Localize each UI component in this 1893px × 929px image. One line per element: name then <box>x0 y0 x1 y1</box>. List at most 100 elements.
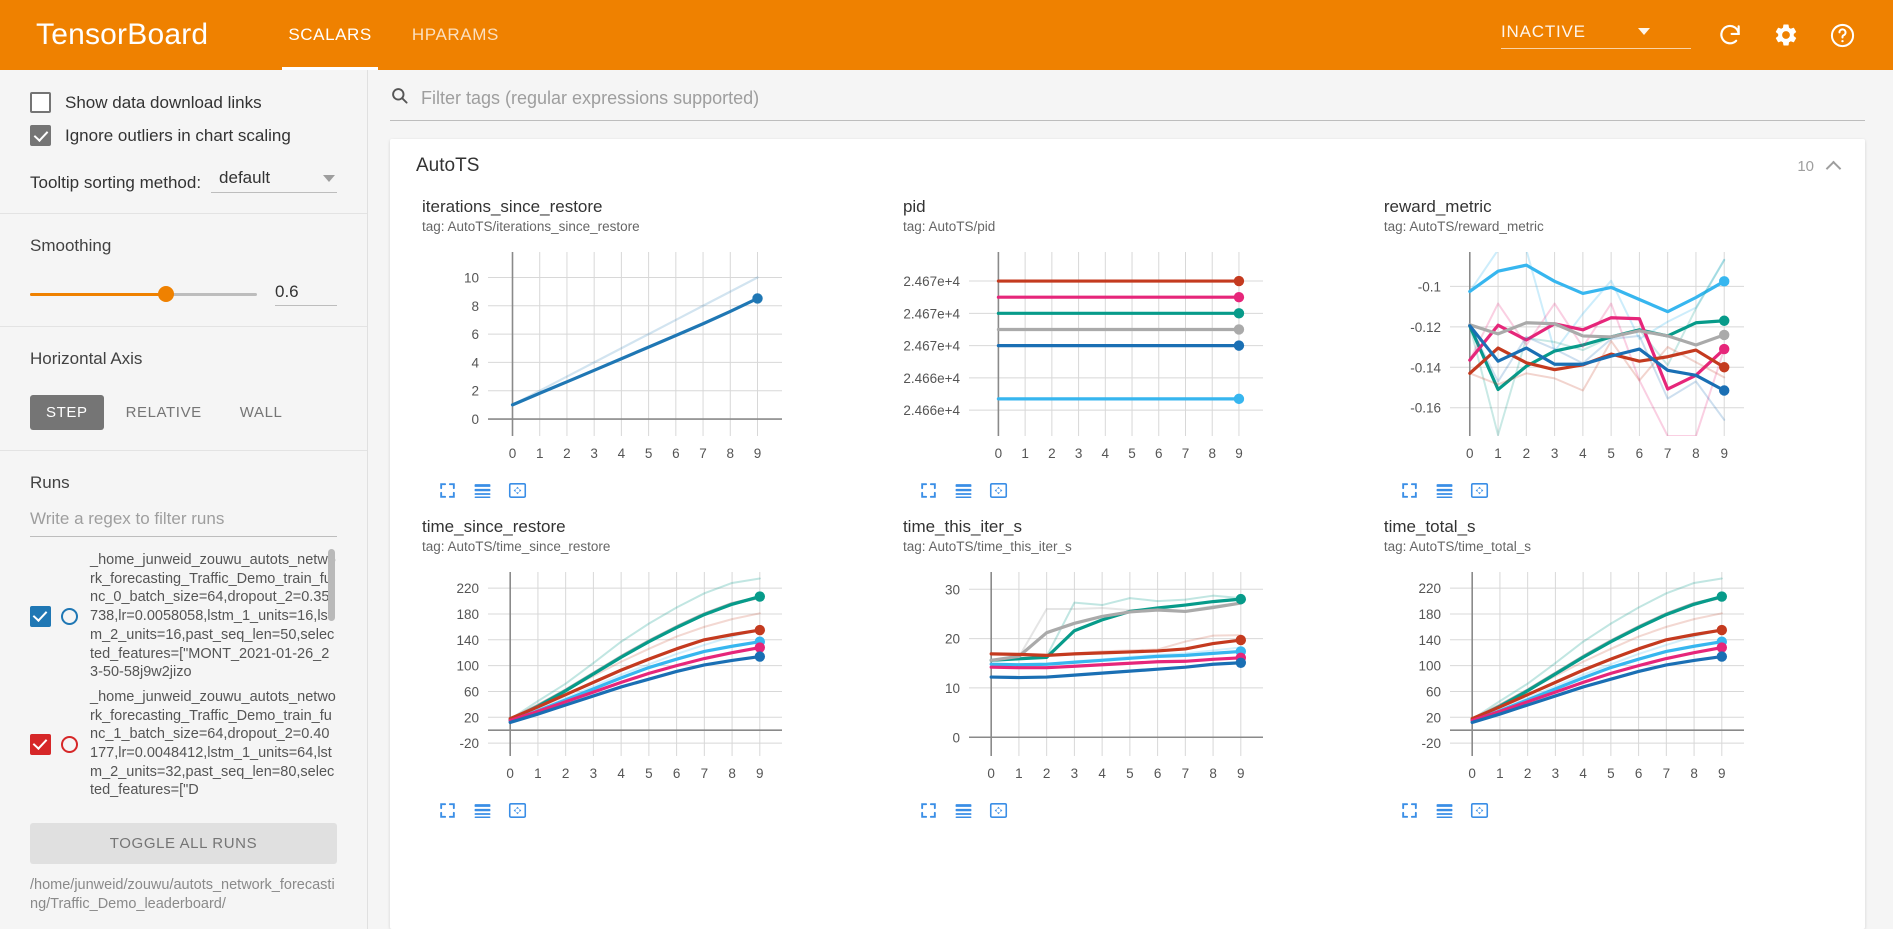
data-table-icon[interactable] <box>473 801 492 825</box>
tag-filter-input[interactable]: Filter tags (regular expressions support… <box>421 87 760 108</box>
app-header: TensorBoard SCALARS HPARAMS INACTIVE <box>0 0 1893 70</box>
chart-card: time_since_restore tag: AutoTS/time_since… <box>408 507 889 827</box>
app-body: Show data download links Ignore outliers… <box>0 70 1893 929</box>
fit-domain-icon[interactable] <box>1400 481 1419 505</box>
run-checkbox[interactable] <box>30 733 51 755</box>
svg-text:-20: -20 <box>1421 736 1441 751</box>
svg-text:1: 1 <box>1496 766 1504 781</box>
show-download-links-row[interactable]: Show data download links <box>30 92 337 113</box>
ignore-outliers-row[interactable]: Ignore outliers in chart scaling <box>30 125 337 146</box>
chart-plot[interactable]: -0.1 -0.12 -0.14 -0.16 0 1 2 3 4 5 6 7 8 9 <box>1384 242 1758 470</box>
svg-text:2.467e+4: 2.467e+4 <box>903 274 960 289</box>
chart-title: time_this_iter_s <box>902 517 1022 536</box>
svg-text:180: 180 <box>456 607 479 622</box>
axis-option-wall[interactable]: WALL <box>239 404 283 421</box>
expand-icon[interactable] <box>508 481 527 505</box>
chart-card: iterations_since_restore tag: AutoTS/iter… <box>408 187 889 507</box>
data-table-icon[interactable] <box>954 801 973 825</box>
chart-plot[interactable]: 2.467e+4 2.467e+4 2.467e+4 2.466e+4 2.466e+4… <box>903 242 1277 470</box>
svg-text:100: 100 <box>456 659 479 674</box>
svg-text:2: 2 <box>563 446 571 461</box>
svg-text:6: 6 <box>1154 766 1162 781</box>
expand-icon[interactable] <box>1470 801 1489 825</box>
axis-option-relative[interactable]: RELATIVE <box>125 404 202 421</box>
svg-text:5: 5 <box>1128 446 1136 461</box>
svg-text:220: 220 <box>456 581 479 596</box>
data-table-icon[interactable] <box>1435 801 1454 825</box>
tag-group-title: AutoTS <box>416 155 480 176</box>
chevron-down-icon <box>323 174 335 182</box>
expand-icon[interactable] <box>508 801 527 825</box>
tab-hparams[interactable]: HPARAMS <box>411 25 499 44</box>
data-table-icon[interactable] <box>1435 481 1454 505</box>
svg-text:6: 6 <box>673 766 681 781</box>
svg-text:9: 9 <box>756 766 764 781</box>
fit-domain-icon[interactable] <box>438 481 457 505</box>
horizontal-axis-section: Horizontal Axis STEP RELATIVE WALL <box>0 327 367 451</box>
svg-text:9: 9 <box>1237 766 1245 781</box>
smoothing-value[interactable]: 0.6 <box>275 282 337 306</box>
fit-domain-icon[interactable] <box>919 481 938 505</box>
ignore-outliers-checkbox[interactable] <box>30 125 51 146</box>
svg-text:-0.12: -0.12 <box>1410 320 1441 335</box>
svg-text:2.467e+4: 2.467e+4 <box>903 306 960 321</box>
tag-group-header[interactable]: AutoTS 10 <box>390 139 1865 187</box>
svg-text:4: 4 <box>1101 446 1109 461</box>
smoothing-section: Smoothing 0.6 <box>0 214 367 327</box>
runs-section: Runs Write a regex to filter runs _home_… <box>0 451 367 819</box>
toggle-all-runs-button[interactable]: TOGGLE ALL RUNS <box>30 822 337 864</box>
fit-domain-icon[interactable] <box>1400 801 1419 825</box>
run-checkbox[interactable] <box>30 605 51 627</box>
svg-text:5: 5 <box>1607 766 1615 781</box>
help-icon[interactable] <box>1825 18 1859 52</box>
smoothing-row: 0.6 <box>30 282 337 306</box>
run-list-scrollbar[interactable] <box>328 549 335 621</box>
svg-text:2: 2 <box>1048 446 1056 461</box>
expand-icon[interactable] <box>989 801 1008 825</box>
smoothing-slider[interactable] <box>30 285 257 303</box>
reload-mode-select[interactable]: INACTIVE <box>1501 22 1691 49</box>
svg-text:9: 9 <box>1235 446 1243 461</box>
svg-text:8: 8 <box>727 446 735 461</box>
data-table-icon[interactable] <box>473 481 492 505</box>
svg-text:60: 60 <box>1426 684 1441 699</box>
svg-text:6: 6 <box>1155 446 1163 461</box>
chart-tag: tag: AutoTS/time_since_restore <box>422 539 611 554</box>
expand-icon[interactable] <box>1470 481 1489 505</box>
svg-text:5: 5 <box>1607 446 1615 461</box>
list-item[interactable]: _home_junweid_zouwu_autots_network_forec… <box>30 551 337 682</box>
chart-plot[interactable]: 220 180 140 100 60 20 -20 0 1 2 3 4 5 6 7 8 9 <box>1384 562 1758 790</box>
svg-text:3: 3 <box>590 766 598 781</box>
svg-text:6: 6 <box>471 327 479 342</box>
refresh-icon[interactable] <box>1713 18 1747 52</box>
list-item[interactable]: _home_junweid_zouwu_autots_network_forec… <box>30 688 337 800</box>
expand-icon[interactable] <box>989 481 1008 505</box>
chart-plot[interactable]: 220 180 140 100 60 20 -20 0 1 2 3 4 5 6 7 8 9 <box>422 562 796 790</box>
chart-tag: tag: AutoTS/iterations_since_restore <box>422 219 640 234</box>
tab-scalars[interactable]: SCALARS <box>268 0 392 70</box>
chart-toolbar <box>1384 475 1837 505</box>
chevron-up-icon[interactable] <box>1825 160 1842 176</box>
axis-option-step[interactable]: STEP <box>30 395 104 430</box>
runs-filter-input[interactable]: Write a regex to filter runs <box>30 509 337 537</box>
run-list: _home_junweid_zouwu_autots_network_forec… <box>30 543 337 819</box>
show-download-links-checkbox[interactable] <box>30 92 51 113</box>
chart-toolbar <box>903 475 1356 505</box>
slider-knob[interactable] <box>158 286 175 302</box>
data-table-icon[interactable] <box>954 481 973 505</box>
svg-text:7: 7 <box>1182 766 1190 781</box>
chart-plot[interactable]: 0 2 4 6 8 10 0 1 2 3 4 5 6 7 8 9 <box>422 242 796 470</box>
chart-toolbar <box>422 475 875 505</box>
tooltip-sorting-value: default <box>219 168 271 187</box>
chart-title: pid <box>902 197 926 216</box>
svg-text:1: 1 <box>534 766 542 781</box>
fit-domain-icon[interactable] <box>438 801 457 825</box>
fit-domain-icon[interactable] <box>919 801 938 825</box>
tooltip-sorting-select[interactable]: default <box>211 168 337 193</box>
chart-plot[interactable]: 30 20 10 0 0 1 2 3 4 5 6 7 8 9 <box>903 562 1277 790</box>
svg-text:20: 20 <box>464 710 479 725</box>
svg-text:2.467e+4: 2.467e+4 <box>903 339 960 354</box>
svg-text:7: 7 <box>701 766 709 781</box>
chart-card: pid tag: AutoTS/pid 2.467e+4 2.467e+4 2.467e… <box>889 187 1370 507</box>
gear-icon[interactable] <box>1769 18 1803 52</box>
